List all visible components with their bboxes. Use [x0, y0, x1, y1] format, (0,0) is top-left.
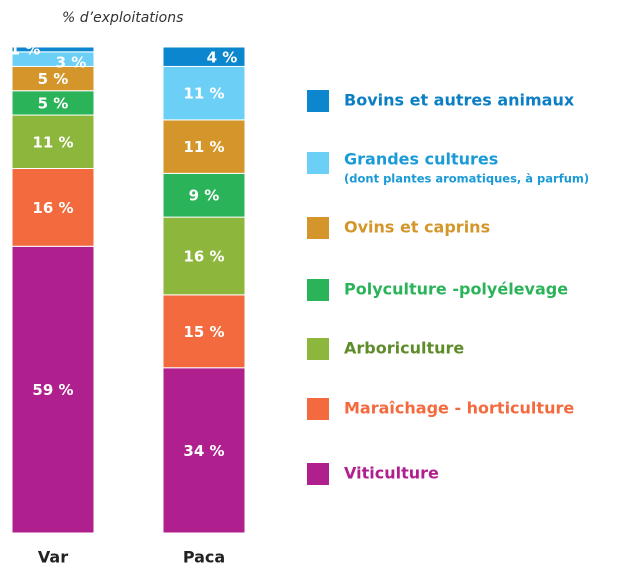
legend-swatch — [307, 217, 329, 239]
value-label: 59 % — [32, 381, 73, 399]
value-label: 5 % — [38, 94, 69, 112]
legend-label: Ovins et caprins — [344, 218, 490, 237]
legend-label: Polyculture -polyélevage — [344, 280, 568, 299]
legend-swatch — [307, 279, 329, 301]
legend-label: Bovins et autres animaux — [344, 91, 575, 110]
value-label: 3 % — [56, 53, 87, 71]
value-label: 11 % — [32, 133, 73, 151]
legend-swatch — [307, 338, 329, 360]
value-label: 16 % — [183, 247, 224, 265]
legend-label: Maraîchage - horticulture — [344, 399, 574, 418]
bar-segment — [11, 90, 95, 116]
value-label: 15 % — [183, 323, 224, 341]
value-label: 11 % — [183, 138, 224, 156]
bar-segment — [11, 245, 95, 534]
value-label: 34 % — [183, 442, 224, 460]
legend-subtitle: (dont plantes aromatiques, à parfum) — [344, 172, 589, 186]
value-label: 11 % — [183, 85, 224, 103]
legend-label: Viticulture — [344, 464, 439, 483]
legend-label: Arboriculture — [344, 339, 464, 358]
bar-segment — [162, 367, 246, 534]
value-label: 9 % — [189, 187, 220, 205]
bar-segment — [162, 119, 246, 174]
legend-label: Grandes cultures — [344, 150, 498, 169]
bar-segment — [11, 65, 95, 92]
value-label: 4 % — [207, 49, 238, 67]
legend-swatch — [307, 90, 329, 112]
bar-segment — [162, 65, 246, 121]
value-label: 1 % — [10, 41, 41, 59]
x-tick-label: Paca — [183, 548, 225, 567]
bar-segment — [11, 168, 95, 247]
legend-swatch — [307, 398, 329, 420]
bar-segment — [162, 46, 246, 67]
bar-segment — [11, 46, 95, 53]
legend-swatch — [307, 152, 329, 174]
legend-swatch — [307, 463, 329, 485]
bar-segment — [162, 294, 246, 369]
bar-segment — [162, 172, 246, 218]
y-axis-label: % d’exploitations — [62, 10, 183, 26]
value-label: 5 % — [38, 70, 69, 88]
x-tick-label: Var — [38, 548, 68, 567]
value-label: 16 % — [32, 199, 73, 217]
